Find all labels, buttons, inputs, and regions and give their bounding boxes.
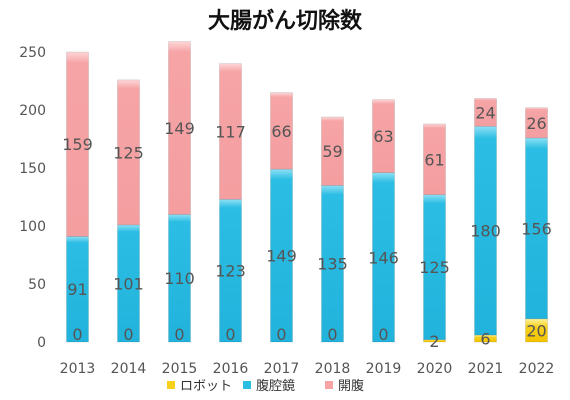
data-label-open: 117 [215, 122, 246, 141]
legend-label: 開腹 [338, 378, 364, 394]
x-tick-label: 2020 [417, 361, 453, 377]
data-label-laparoscopic: 123 [215, 262, 246, 281]
data-label-laparoscopic: 91 [67, 280, 87, 299]
data-label-open: 24 [475, 103, 495, 122]
legend-item-robot: ロボット [167, 379, 232, 394]
y-tick-label: 200 [19, 103, 46, 119]
x-tick-label: 2014 [111, 361, 147, 377]
y-tick-label: 150 [19, 161, 46, 177]
y-tick-label: 0 [37, 335, 46, 351]
legend-label: ロボット [180, 379, 232, 394]
data-label-robot: 0 [174, 325, 184, 344]
data-label-robot: 0 [327, 325, 337, 344]
bar-open [66, 51, 89, 237]
chart-title: 大腸がん切除数 [208, 8, 363, 34]
data-label-laparoscopic: 146 [368, 248, 399, 267]
data-label-robot: 2 [429, 332, 439, 351]
bar-open [219, 63, 242, 200]
data-label-robot: 0 [225, 325, 235, 344]
labels-layer: 0 91 159 0 101 125 0 110 149 0 123 117 0 149 66 0 135 59 0… [62, 103, 552, 351]
data-label-laparoscopic: 180 [470, 222, 501, 241]
legend-item-open: 開腹 [325, 378, 364, 394]
legend-item-laparoscopic: 腹腔鏡 [243, 378, 295, 394]
data-label-robot: 0 [123, 325, 133, 344]
bar-open [117, 79, 140, 226]
data-label-open: 66 [271, 122, 291, 141]
data-label-open: 59 [322, 142, 342, 161]
data-label-open: 159 [62, 135, 93, 154]
legend-swatch [167, 381, 175, 389]
bar-open [525, 107, 548, 139]
data-label-robot: 20 [526, 321, 546, 340]
data-label-robot: 0 [378, 325, 388, 344]
x-tick-label: 2018 [315, 361, 351, 377]
data-label-open: 125 [113, 143, 144, 162]
y-tick-label: 100 [19, 219, 46, 235]
bar-open [270, 92, 293, 170]
data-label-laparoscopic: 110 [164, 269, 195, 288]
x-tick-label: 2015 [162, 361, 198, 377]
y-tick-label: 50 [28, 277, 46, 293]
data-label-open: 26 [526, 114, 546, 133]
x-tick-label: 2016 [213, 361, 249, 377]
legend-swatch [325, 381, 333, 389]
bar-open [423, 123, 446, 196]
data-label-laparoscopic: 156 [521, 219, 552, 238]
data-label-robot: 0 [276, 325, 286, 344]
x-tick-label: 2022 [519, 361, 555, 377]
x-tick-label: 2013 [60, 361, 96, 377]
x-tick-label: 2017 [264, 361, 300, 377]
data-label-open: 63 [373, 127, 393, 146]
data-label-open: 61 [424, 150, 444, 169]
data-label-laparoscopic: 125 [419, 258, 450, 277]
data-label-laparoscopic: 149 [266, 247, 297, 266]
legend-swatch [243, 381, 251, 389]
legend-label: 腹腔鏡 [256, 378, 295, 394]
bar-open [474, 98, 497, 127]
bar-open [168, 41, 191, 215]
bar-open [321, 116, 344, 186]
x-tick-label: 2019 [366, 361, 402, 377]
x-tick-label: 2021 [468, 361, 504, 377]
legend: ロボット 腹腔鏡 開腹 [167, 378, 364, 394]
data-label-open: 149 [164, 119, 195, 138]
data-label-laparoscopic: 135 [317, 255, 348, 274]
data-label-laparoscopic: 101 [113, 274, 144, 293]
bar-open [372, 99, 395, 174]
y-tick-label: 250 [19, 45, 46, 61]
data-label-robot: 0 [72, 325, 82, 344]
data-label-robot: 6 [480, 330, 490, 349]
bars-layer [66, 41, 548, 343]
